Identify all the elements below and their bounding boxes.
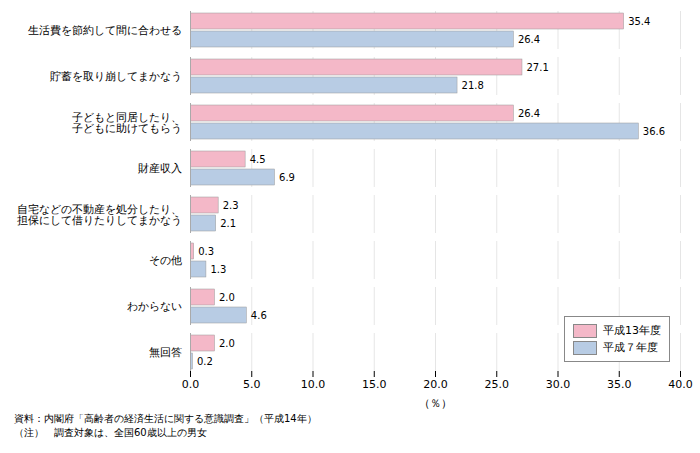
svg-text:27.1: 27.1 — [526, 62, 548, 73]
html-text:平成13年度: 平成13年度 — [603, 324, 661, 337]
html-text:平成７年度: 平成７年度 — [603, 341, 658, 354]
svg-text:0.0: 0.0 — [182, 378, 200, 391]
svg-text:財産収入: 財産収入 — [138, 162, 182, 175]
svg-text:5.0: 5.0 — [243, 378, 261, 391]
svg-text:2.0: 2.0 — [219, 338, 235, 349]
svg-text:0.2: 0.2 — [197, 356, 213, 367]
svg-text:2.3: 2.3 — [223, 200, 239, 211]
svg-text:25.0: 25.0 — [485, 378, 510, 391]
svg-text:（％）: （％） — [419, 397, 452, 410]
svg-text:35.0: 35.0 — [607, 378, 632, 391]
svg-text:36.6: 36.6 — [643, 126, 665, 137]
svg-text:40.0: 40.0 — [668, 378, 693, 391]
svg-text:15.0: 15.0 — [362, 378, 387, 391]
svg-text:0.3: 0.3 — [198, 246, 214, 257]
svg-text:10.0: 10.0 — [301, 378, 326, 391]
svg-text:35.4: 35.4 — [628, 16, 650, 27]
svg-text:4.6: 4.6 — [251, 310, 267, 321]
svg-text:その他: その他 — [149, 254, 182, 267]
svg-text:26.4: 26.4 — [518, 34, 540, 45]
svg-text:21.8: 21.8 — [462, 80, 484, 91]
svg-text:30.0: 30.0 — [546, 378, 571, 391]
svg-text:わからない: わからない — [127, 300, 182, 313]
svg-text:6.9: 6.9 — [279, 172, 295, 183]
html-text:（注） 調査対象は、全国60歳以上の男女: （注） 調査対象は、全国60歳以上の男女 — [14, 427, 207, 438]
svg-text:1.3: 1.3 — [210, 264, 226, 275]
svg-text:子どもと同居したり、子どもに助けてもらう: 子どもと同居したり、子どもに助けてもらう — [72, 111, 182, 135]
svg-text:自宅などの不動産を処分したり、担保にして借りたりしてまかなう: 自宅などの不動産を処分したり、担保にして借りたりしてまかなう — [17, 203, 182, 227]
svg-text:4.5: 4.5 — [250, 154, 266, 165]
html-text:資料：内閣府「高齢者の経済生活に関する意識調査」（平成14年: 資料：内閣府「高齢者の経済生活に関する意識調査」（平成14年） — [14, 413, 317, 424]
svg-text:貯蓄を取り崩してまかなう: 貯蓄を取り崩してまかなう — [50, 70, 182, 83]
svg-text:無回答: 無回答 — [149, 346, 182, 359]
svg-text:生活費を節約して間に合わせる: 生活費を節約して間に合わせる — [28, 24, 182, 37]
svg-text:2.0: 2.0 — [219, 292, 235, 303]
svg-text:26.4: 26.4 — [518, 108, 540, 119]
svg-text:2.1: 2.1 — [220, 218, 236, 229]
svg-text:20.0: 20.0 — [423, 378, 448, 391]
